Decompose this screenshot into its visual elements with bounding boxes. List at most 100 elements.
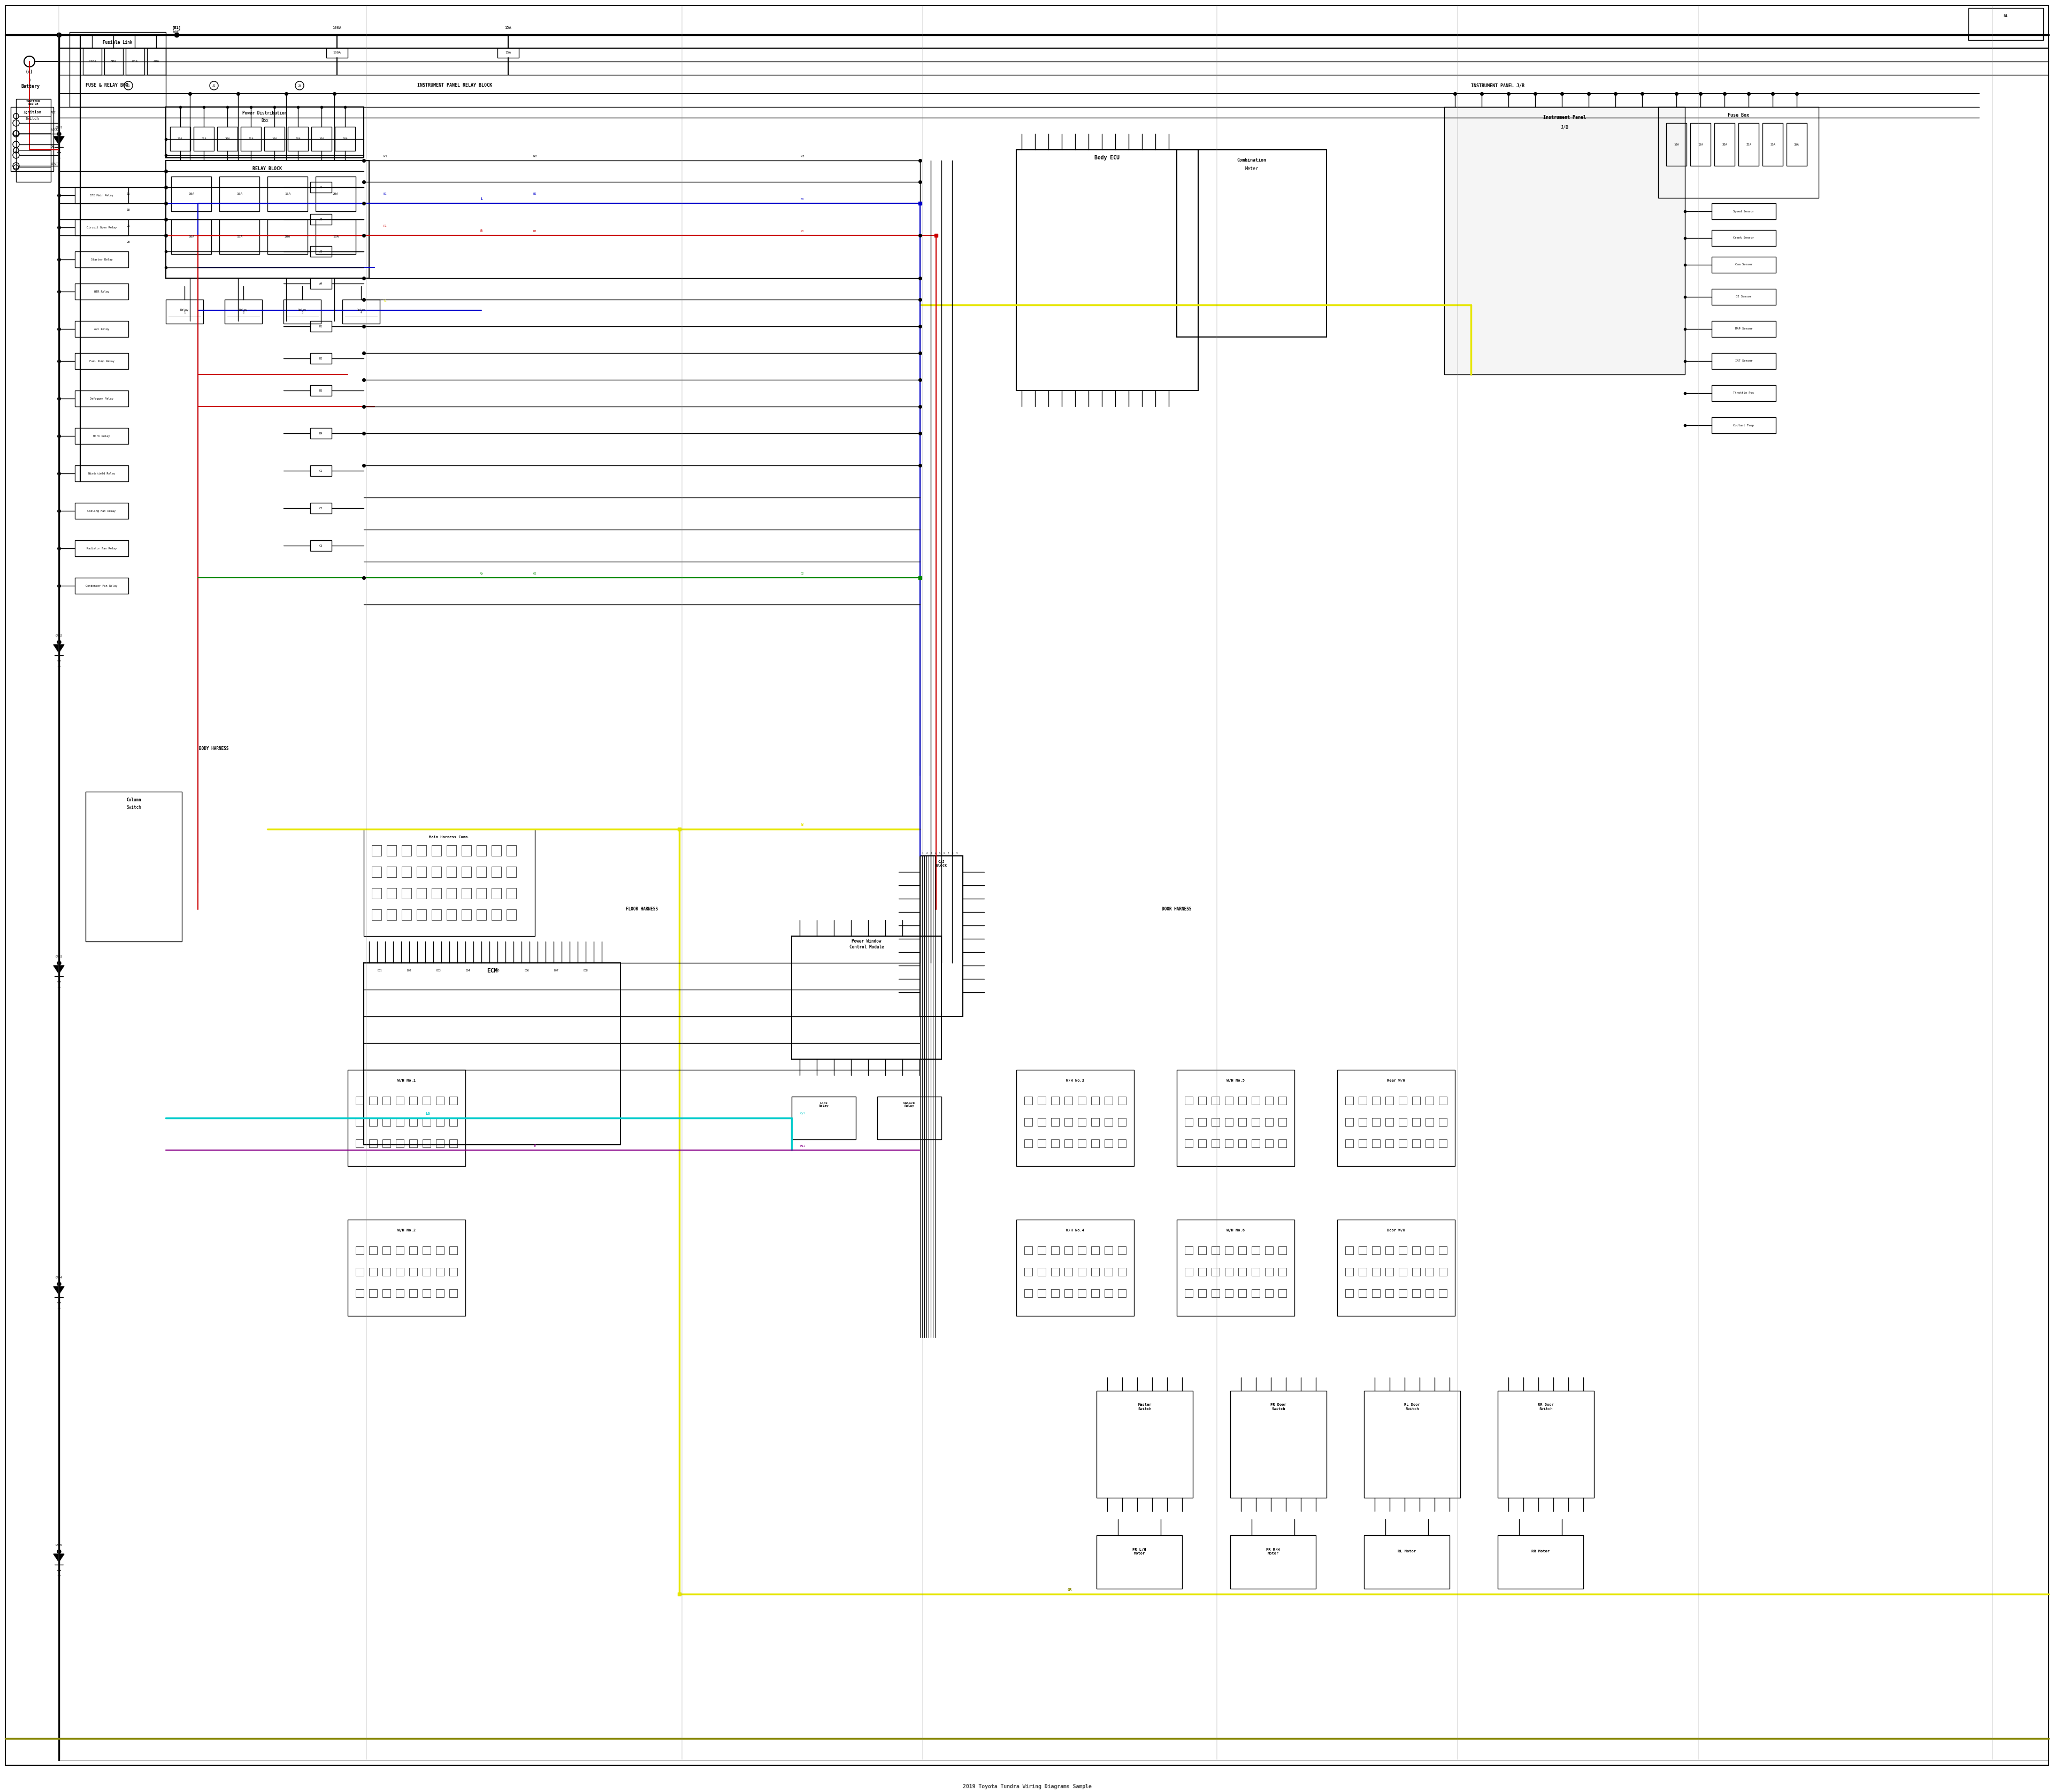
- Bar: [403, 867, 411, 878]
- Bar: [16, 99, 51, 181]
- Bar: [423, 1097, 431, 1104]
- Bar: [1117, 1097, 1126, 1104]
- Text: INSTRUMENT PANEL RELAY BLOCK: INSTRUMENT PANEL RELAY BLOCK: [417, 82, 493, 88]
- Text: E05: E05: [495, 969, 499, 973]
- Bar: [355, 1097, 364, 1104]
- Bar: [450, 1247, 458, 1254]
- Bar: [343, 299, 380, 324]
- Text: ECM: ECM: [487, 968, 497, 973]
- Text: Defogger Relay: Defogger Relay: [90, 398, 113, 400]
- Bar: [446, 846, 456, 857]
- Bar: [1105, 1288, 1113, 1297]
- Bar: [1399, 1267, 1407, 1276]
- Bar: [1037, 1140, 1045, 1147]
- Bar: [462, 846, 470, 857]
- Bar: [347, 1070, 466, 1167]
- Bar: [446, 889, 456, 898]
- Bar: [1052, 1247, 1060, 1254]
- Bar: [382, 1118, 390, 1125]
- Bar: [1711, 321, 1777, 337]
- Bar: [1413, 1247, 1419, 1254]
- Text: 80A: 80A: [111, 61, 117, 63]
- Bar: [265, 127, 286, 151]
- Bar: [267, 219, 308, 254]
- Bar: [1052, 1097, 1060, 1104]
- Text: 120A: 120A: [88, 61, 97, 63]
- Polygon shape: [53, 645, 64, 652]
- Text: W/H No.5: W/H No.5: [1226, 1079, 1245, 1082]
- Bar: [1358, 1247, 1366, 1254]
- Bar: [431, 867, 442, 878]
- Text: FR L/H
Motor: FR L/H Motor: [1132, 1548, 1146, 1555]
- Bar: [1239, 1140, 1247, 1147]
- Bar: [1017, 151, 1197, 391]
- Bar: [1251, 1247, 1259, 1254]
- Bar: [1345, 1267, 1354, 1276]
- Bar: [1212, 1118, 1220, 1125]
- Text: 10A: 10A: [318, 138, 325, 140]
- Bar: [166, 299, 203, 324]
- Text: E07: E07: [555, 969, 559, 973]
- Text: B4: B4: [318, 432, 322, 435]
- Text: A2: A2: [318, 219, 322, 220]
- Bar: [74, 539, 127, 556]
- Text: W2: W2: [534, 154, 536, 158]
- Bar: [355, 1140, 364, 1147]
- Bar: [450, 1097, 458, 1104]
- Bar: [1345, 1247, 1354, 1254]
- Text: 25A: 25A: [1746, 143, 1752, 145]
- Bar: [10, 108, 53, 172]
- Bar: [310, 466, 331, 477]
- Bar: [409, 1097, 417, 1104]
- Bar: [1078, 1247, 1087, 1254]
- Bar: [396, 1288, 405, 1297]
- Text: Combination: Combination: [1237, 158, 1267, 163]
- Bar: [1064, 1288, 1072, 1297]
- Text: E04: E04: [466, 969, 470, 973]
- Bar: [403, 846, 411, 857]
- Bar: [423, 1288, 431, 1297]
- Bar: [1091, 1118, 1099, 1125]
- Text: Throttle Pos: Throttle Pos: [1734, 392, 1754, 394]
- Text: Power Window
Control Module: Power Window Control Module: [848, 939, 883, 950]
- Text: EFI Main Relay: EFI Main Relay: [90, 194, 113, 197]
- Text: IAT Sensor: IAT Sensor: [1736, 360, 1752, 362]
- Text: Relay
1: Relay 1: [181, 308, 189, 314]
- Bar: [1230, 1536, 1317, 1590]
- Bar: [1497, 1536, 1584, 1590]
- Bar: [1265, 1247, 1273, 1254]
- Text: WHT: WHT: [173, 30, 181, 34]
- Bar: [1384, 1267, 1393, 1276]
- Bar: [409, 1140, 417, 1147]
- Text: 15A: 15A: [249, 138, 253, 140]
- Bar: [403, 909, 411, 919]
- Bar: [370, 1140, 378, 1147]
- Bar: [74, 321, 127, 337]
- Bar: [267, 177, 308, 211]
- Text: Pu1: Pu1: [799, 1145, 805, 1147]
- Bar: [1177, 1070, 1294, 1167]
- Text: 15A: 15A: [505, 27, 511, 29]
- Bar: [316, 219, 355, 254]
- Bar: [382, 1140, 390, 1147]
- Text: R1: R1: [384, 224, 386, 228]
- Text: FR Door
Switch: FR Door Switch: [1271, 1403, 1286, 1410]
- Text: Condenser Fan Relay: Condenser Fan Relay: [86, 584, 117, 588]
- Bar: [1185, 1247, 1193, 1254]
- Text: C1: C1: [318, 470, 322, 471]
- Bar: [1251, 1118, 1259, 1125]
- Bar: [1025, 1267, 1033, 1276]
- Bar: [1762, 124, 1783, 167]
- Text: Master
Switch: Master Switch: [1138, 1403, 1152, 1410]
- Bar: [1278, 1247, 1286, 1254]
- Bar: [1372, 1247, 1380, 1254]
- Bar: [1224, 1247, 1232, 1254]
- Bar: [1399, 1140, 1407, 1147]
- Bar: [1037, 1288, 1045, 1297]
- Bar: [125, 48, 144, 75]
- Text: G2: G2: [801, 572, 803, 575]
- Text: Cy1: Cy1: [799, 1113, 805, 1115]
- Text: FR R/H
Motor: FR R/H Motor: [1265, 1548, 1280, 1555]
- Bar: [372, 889, 382, 898]
- Bar: [920, 857, 963, 1016]
